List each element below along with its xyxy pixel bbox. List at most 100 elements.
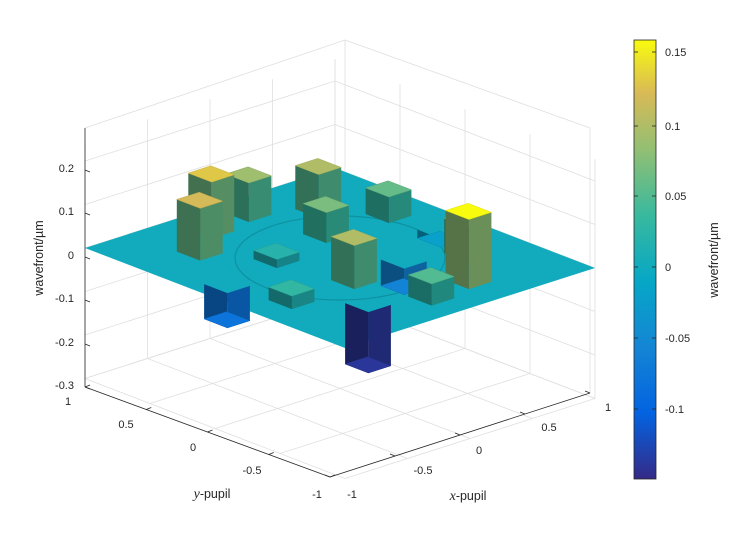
z-axis-label: wavefront/µm [32, 220, 46, 296]
x-axis-label: x-pupil [449, 489, 487, 504]
segment-wall [354, 238, 377, 290]
surface-segment [267, 279, 316, 310]
x-axis-label-var: x [449, 489, 457, 504]
segment-wall [176, 199, 201, 261]
colorbar-tick-label: 0.15 [665, 47, 686, 59]
segment-wall [303, 203, 327, 244]
z-tick-mark [84, 299, 91, 303]
segment-top [407, 267, 455, 285]
colorbar-tick-label: -0.05 [665, 333, 690, 345]
colorbar-tick-label: -0.1 [665, 404, 684, 416]
z-tick-label: 0.1 [59, 206, 74, 218]
segment-wall [368, 304, 391, 373]
segment-wall [445, 210, 469, 290]
segment-top [364, 180, 413, 198]
z-tick-mark [84, 256, 91, 260]
segment-wall [200, 201, 223, 261]
segment-wall [345, 303, 369, 373]
colorbar-tick-label: 0 [665, 262, 671, 274]
x-tick-label: -1 [347, 489, 357, 501]
surface-segment [407, 267, 455, 306]
x-axis-label-text: -pupil [456, 489, 487, 503]
y-tick-label: 0 [190, 442, 196, 454]
x-tick-label: 0 [476, 445, 482, 457]
x-tick-mark [454, 432, 461, 436]
segment-wall [276, 252, 300, 269]
y-axis-label-var: y [192, 487, 201, 502]
x-tick-mark [584, 390, 591, 394]
segment-wall [408, 274, 432, 306]
y-grid-line [344, 159, 596, 479]
segment-wall [268, 287, 292, 310]
segment-top [176, 191, 224, 209]
wavefront-surface [85, 158, 595, 374]
y-grid-line [279, 134, 531, 454]
y-tick-mark [329, 474, 336, 478]
colorbar-tick-label: 0.1 [665, 121, 680, 133]
colorbar-tick-label: 0.05 [665, 191, 686, 203]
x-tick-label: -0.5 [414, 465, 433, 477]
surface-segment [330, 229, 378, 290]
surface-segment [176, 191, 224, 261]
y-grid-line [214, 109, 466, 429]
z-tick-mark [84, 169, 91, 173]
segment-wall [468, 212, 492, 290]
y-tick-mark [207, 429, 213, 433]
y-tick-label: 0.5 [118, 419, 133, 431]
surface-segment [252, 242, 301, 269]
y-axis-label: y-pupil [192, 487, 231, 502]
segment-wall [253, 250, 277, 269]
colorbar: 0.15 0.1 0.05 0 -0.05 -0.1 wavefront/µm [633, 39, 721, 480]
surface-segment [444, 203, 493, 290]
segment-wall [388, 189, 412, 224]
y-tick-mark [84, 384, 91, 388]
x-tick-mark [389, 453, 396, 457]
y-tick-label: -1 [312, 489, 322, 501]
segment-top [344, 356, 392, 374]
surface-segment [344, 303, 392, 374]
colorbar-label: wavefront/µm [707, 222, 721, 298]
x-tick-labels: -1 -0.5 0 0.5 1 [347, 402, 611, 501]
axes [84, 128, 591, 478]
x-tick-label: 1 [605, 402, 611, 414]
x-tick-mark [519, 411, 526, 415]
y-tick-label: -0.5 [243, 465, 262, 477]
back-top-edge [84, 39, 591, 129]
z-tick-label: 0 [68, 250, 74, 262]
segment-top [187, 165, 235, 183]
z-grid-line [84, 80, 596, 182]
segment-top [252, 242, 301, 260]
z-tick-labels: 0.2 0.1 0 -0.1 -0.2 -0.3 [55, 163, 74, 392]
segment-top [294, 158, 342, 175]
segment-wall [331, 236, 355, 290]
segment-wall [248, 175, 272, 223]
z-tick-label: 0.2 [59, 163, 74, 175]
surface-segment [364, 180, 413, 224]
z-tick-mark [84, 212, 91, 216]
segment-top [203, 311, 251, 329]
y-tick-labels: 1 0.5 0 -0.5 -1 [65, 396, 322, 501]
segment-wall [291, 288, 315, 310]
segment-wall [365, 188, 389, 224]
z-tick-mark [84, 386, 91, 390]
x-tick-mark [324, 474, 331, 478]
y-tick-mark [268, 452, 274, 455]
tick-marks [84, 169, 591, 478]
y-tick-mark [146, 407, 152, 410]
y-axis-label-text: -pupil [200, 487, 231, 501]
y-tick-label: 1 [65, 396, 71, 408]
x-tick-label: 0.5 [541, 422, 556, 434]
colorbar-gradient [633, 39, 657, 480]
z-tick-mark [84, 343, 91, 347]
segment-top [330, 229, 378, 246]
surface-segment [203, 284, 251, 329]
z-tick-label: -0.3 [55, 380, 74, 392]
colorbar-tick-marks [634, 51, 656, 410]
z-tick-label: -0.1 [55, 293, 74, 305]
segment-wall [431, 276, 455, 306]
segment-top [444, 203, 493, 220]
segment-top [302, 196, 350, 213]
z-tick-label: -0.2 [55, 337, 74, 349]
